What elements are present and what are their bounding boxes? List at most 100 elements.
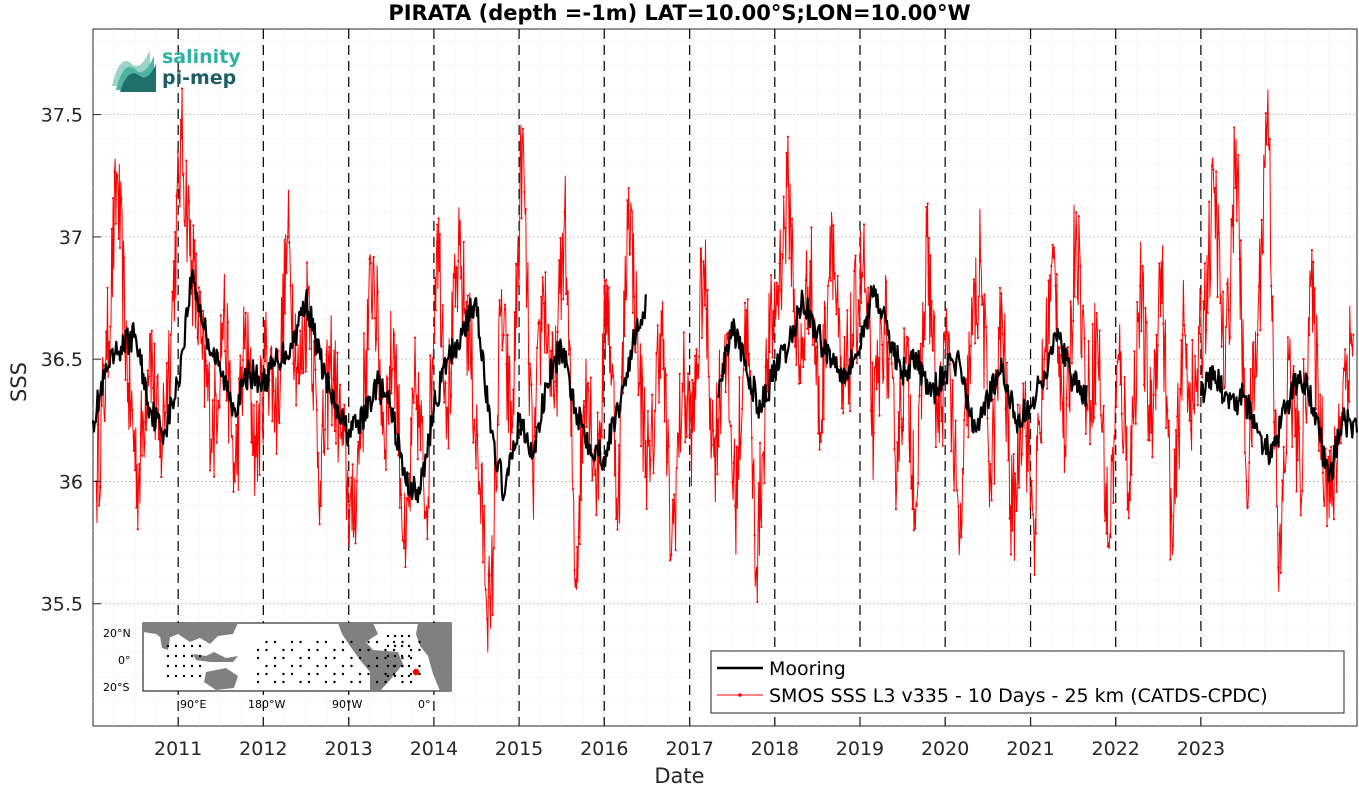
smos-point	[595, 513, 598, 517]
smos-point	[1130, 473, 1133, 476]
smos-point	[890, 362, 893, 365]
smos-point	[164, 411, 167, 414]
smos-point	[383, 457, 386, 460]
smos-point	[1136, 301, 1139, 304]
smos-point	[135, 506, 138, 509]
smos-point	[340, 431, 343, 434]
smos-point	[516, 264, 519, 267]
smos-point	[1101, 430, 1104, 433]
smos-point	[1332, 518, 1335, 521]
smos-point	[393, 333, 396, 336]
buoy-array-dots	[166, 634, 421, 684]
smos-point	[386, 377, 389, 380]
smos-point	[646, 410, 650, 413]
smos-point	[149, 332, 152, 335]
buoy-dot	[400, 634, 404, 638]
smos-point	[835, 313, 838, 316]
smos-point	[402, 547, 406, 550]
smos-point	[200, 336, 203, 339]
buoy-dot	[316, 640, 319, 644]
smos-point	[724, 390, 727, 394]
smos-point	[963, 419, 966, 422]
smos-point	[756, 600, 759, 604]
smos-point	[1330, 445, 1333, 448]
buoy-dot	[401, 680, 404, 684]
smos-point	[1156, 344, 1159, 347]
smos-point	[472, 441, 475, 444]
smos-point	[1162, 322, 1165, 325]
smos-point	[1019, 431, 1022, 434]
smos-point	[953, 489, 956, 492]
smos-point	[947, 333, 950, 336]
smos-point	[905, 335, 909, 338]
smos-point	[1235, 219, 1238, 222]
buoy-dot	[190, 664, 194, 668]
smos-point	[129, 404, 133, 408]
smos-point	[1087, 340, 1090, 343]
smos-point	[1321, 471, 1324, 474]
smos-point	[893, 448, 896, 451]
smos-point	[882, 376, 885, 379]
buoy-dot	[273, 656, 277, 660]
smos-point	[1029, 507, 1032, 510]
smos-point	[1047, 279, 1050, 282]
smos-point	[695, 348, 698, 351]
smos-point	[501, 349, 504, 352]
smos-point	[667, 444, 670, 448]
smos-point	[1203, 262, 1206, 265]
smos-point	[551, 331, 554, 334]
smos-point	[1348, 400, 1351, 403]
smos-point	[664, 374, 668, 377]
smos-point	[875, 388, 878, 391]
smos-point	[799, 381, 802, 385]
smos-point	[1127, 516, 1130, 520]
smos-point	[1158, 262, 1161, 265]
smos-point	[957, 505, 960, 508]
smos-point	[631, 311, 635, 314]
smos-point	[319, 504, 323, 508]
smos-point	[610, 376, 613, 379]
smos-point	[190, 260, 193, 263]
smos-point	[203, 405, 206, 408]
smos-point	[530, 383, 533, 386]
smos-point	[1054, 284, 1057, 287]
smos-point	[447, 447, 450, 450]
smos-point	[965, 424, 969, 427]
buoy-dot	[190, 644, 194, 648]
smos-point	[244, 311, 247, 314]
smos-point	[424, 515, 428, 519]
smos-point	[391, 368, 394, 371]
smos-point	[1055, 273, 1058, 276]
smos-point	[1234, 186, 1237, 190]
buoy-dot	[418, 648, 421, 652]
smos-point	[142, 420, 145, 423]
smos-point	[666, 461, 669, 464]
major-grid	[93, 114, 1357, 605]
smos-point	[413, 336, 417, 339]
smos-point	[211, 399, 214, 402]
buoy-dot	[307, 672, 311, 676]
smos-point	[972, 278, 975, 281]
smos-point	[1243, 451, 1247, 454]
smos-point	[1109, 536, 1112, 539]
smos-point	[779, 289, 783, 292]
smos-point	[1112, 501, 1115, 504]
smos-point	[438, 233, 442, 236]
buoy-dot	[324, 664, 328, 668]
smos-point	[213, 475, 216, 478]
smos-point	[671, 498, 674, 501]
smos-point	[1296, 459, 1299, 462]
smos-point	[1281, 479, 1284, 482]
smos-point	[185, 159, 188, 162]
smos-point	[861, 275, 864, 278]
buoy-dot	[299, 664, 302, 668]
smos-point	[795, 363, 798, 366]
smos-point	[1160, 301, 1163, 305]
smos-point	[131, 408, 134, 412]
smos-point	[824, 307, 827, 310]
smos-point	[815, 345, 819, 348]
smos-point	[1094, 402, 1097, 405]
smos-point	[113, 170, 116, 174]
smos-point	[684, 441, 687, 444]
buoy-dot	[282, 648, 285, 652]
